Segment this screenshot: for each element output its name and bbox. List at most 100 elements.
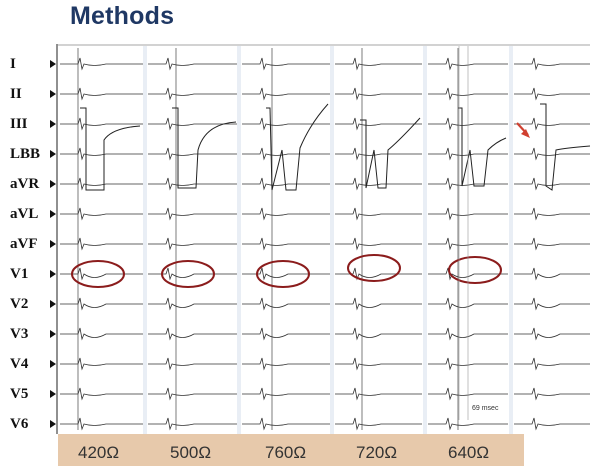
lead-trace — [335, 387, 422, 401]
lead-label-v1: V1 — [10, 266, 29, 282]
impedance-label-5: 640Ω — [448, 443, 490, 462]
lead-trace — [514, 207, 590, 221]
lead-trace — [335, 267, 422, 281]
channel-marker — [50, 330, 56, 338]
lead-trace — [242, 87, 330, 101]
lead-trace — [148, 237, 237, 251]
lead-trace — [335, 177, 422, 191]
lead-trace — [335, 327, 422, 341]
lead-trace — [335, 237, 422, 251]
impedance-label-4: 720Ω — [356, 443, 398, 462]
highlight-ellipse — [71, 260, 125, 288]
lead-trace — [60, 147, 143, 161]
lead-trace — [60, 207, 143, 221]
lbb-wave — [540, 103, 591, 191]
lead-trace — [148, 357, 237, 371]
channel-marker — [50, 420, 56, 428]
lead-label-v6: V6 — [10, 416, 29, 432]
segment-gap — [423, 46, 427, 434]
lead-trace — [335, 147, 422, 161]
segment-gap — [143, 46, 147, 434]
lead-trace — [60, 297, 143, 311]
lead-label-avl: aVL — [10, 206, 39, 222]
lead-trace — [428, 417, 508, 431]
lead-trace — [148, 297, 237, 311]
lead-trace — [242, 237, 330, 251]
lbb-wave — [172, 107, 237, 189]
lead-trace — [148, 387, 237, 401]
v1-highlight-ellipses — [71, 254, 502, 288]
lead-trace — [242, 267, 330, 281]
lead-trace — [148, 87, 237, 101]
lead-trace — [148, 327, 237, 341]
lead-trace — [242, 117, 330, 131]
lead-label-lbb: LBB — [10, 146, 41, 162]
channel-marker — [50, 360, 56, 368]
lead-baselines — [60, 57, 590, 431]
lead-trace — [514, 297, 590, 311]
lead-trace — [335, 87, 422, 101]
lead-trace — [60, 87, 143, 101]
lead-trace — [514, 357, 590, 371]
lead-trace — [428, 57, 508, 71]
segment-dividers — [143, 46, 513, 434]
lead-trace — [148, 417, 237, 431]
lead-trace — [335, 297, 422, 311]
lead-trace — [148, 267, 237, 281]
channel-marker — [50, 180, 56, 188]
lead-trace — [428, 387, 508, 401]
lead-label-iii: III — [10, 116, 28, 132]
channel-marker — [50, 300, 56, 308]
lead-label-v4: V4 — [10, 356, 29, 372]
lead-trace — [148, 177, 237, 191]
lead-label-avr: aVR — [10, 176, 40, 192]
lead-label-i: I — [10, 56, 16, 72]
lead-trace — [60, 57, 143, 71]
lead-trace — [514, 57, 590, 71]
lead-trace — [242, 417, 330, 431]
lead-trace — [428, 177, 508, 191]
lead-label-ii: II — [10, 86, 22, 102]
lead-trace — [335, 57, 422, 71]
lbb-wave — [458, 107, 507, 187]
lead-trace — [514, 417, 590, 431]
lead-trace — [242, 207, 330, 221]
highlight-ellipse — [256, 260, 310, 288]
lead-trace — [148, 147, 237, 161]
lead-trace — [60, 117, 143, 131]
qrs-complexes — [77, 48, 459, 430]
highlight-ellipse — [161, 260, 215, 288]
lead-trace — [428, 327, 508, 341]
lead-trace — [242, 357, 330, 371]
lead-trace — [60, 237, 143, 251]
arrow-icon — [516, 122, 530, 138]
lead-trace — [514, 327, 590, 341]
lbb-wave — [80, 107, 141, 191]
lead-trace — [60, 387, 143, 401]
impedance-label-3: 760Ω — [265, 443, 307, 462]
lead-trace — [60, 357, 143, 371]
impedance-label-1: 420Ω — [78, 443, 120, 462]
impedance-bar — [58, 434, 524, 466]
lead-trace — [148, 57, 237, 71]
lead-trace — [514, 147, 590, 161]
lead-trace — [428, 147, 508, 161]
lead-trace — [242, 57, 330, 71]
lead-trace — [428, 297, 508, 311]
segment-gap — [330, 46, 334, 434]
lead-trace — [428, 237, 508, 251]
slide-title: Methods — [70, 2, 175, 30]
impedance-label-2: 500Ω — [170, 443, 212, 462]
lead-trace — [60, 417, 143, 431]
lead-trace — [514, 237, 590, 251]
channel-marker — [50, 390, 56, 398]
lead-trace — [242, 177, 330, 191]
lead-trace — [428, 207, 508, 221]
lead-trace — [242, 297, 330, 311]
lead-trace — [514, 387, 590, 401]
lead-trace — [514, 87, 590, 101]
lead-trace — [60, 267, 143, 281]
highlight-ellipse — [347, 254, 401, 282]
lbb-wave — [360, 117, 421, 189]
lead-label-v2: V2 — [10, 296, 29, 312]
